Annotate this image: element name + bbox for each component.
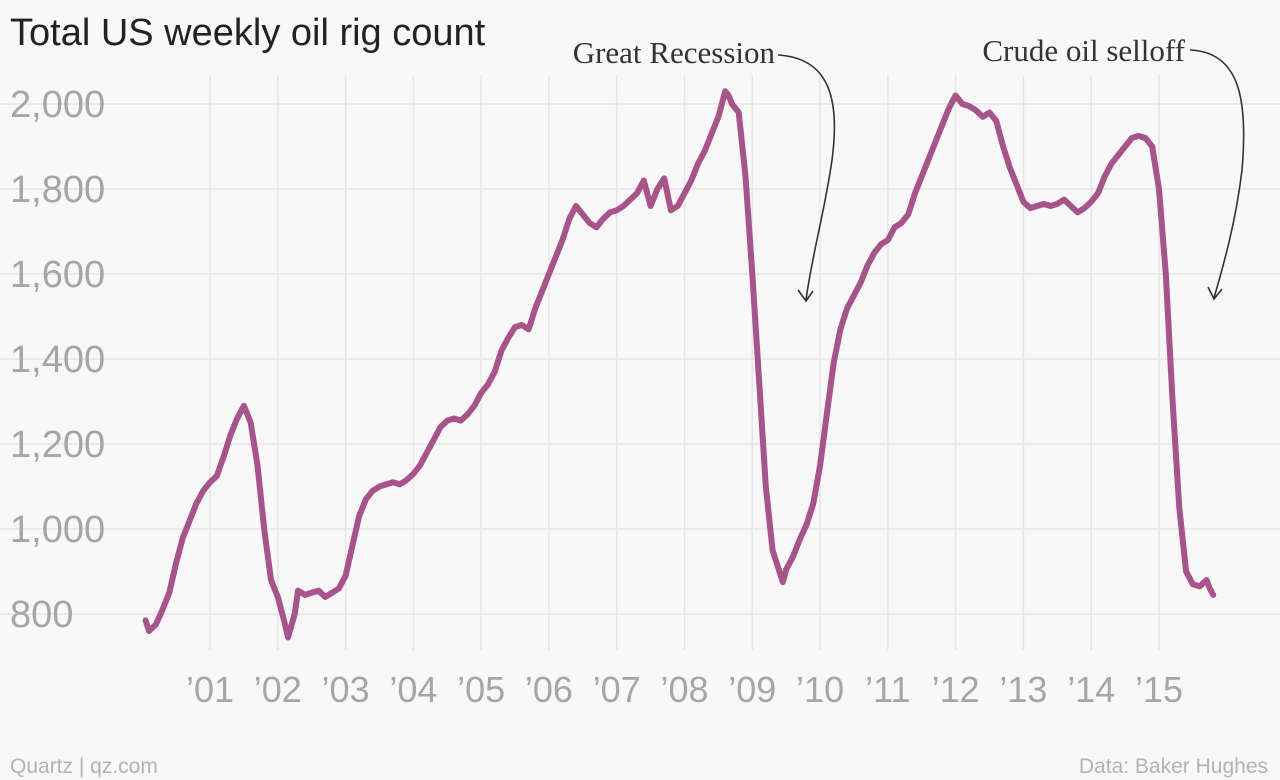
y-tick-label: 1,800 [10, 169, 105, 211]
x-tick-label: ’15 [1135, 669, 1183, 710]
x-tick-label: ’09 [728, 669, 776, 710]
annotation-arrowhead-crude-oil-selloff [1207, 286, 1223, 301]
annotation-arrow-crude-oil-selloff [1189, 49, 1245, 299]
y-tick-label: 1,000 [10, 509, 105, 551]
x-axis: ’01 ’02 ’03 ’04 ’05 ’06 ’07 ’08 ’09 ’10 ’11 ’12 ’13 ’… [186, 669, 1183, 710]
y-tick-label: 1,200 [10, 424, 105, 466]
chart-title: Total US weekly oil rig count [10, 12, 486, 54]
x-tick-label: ’02 [254, 669, 302, 710]
annotation-great-recession: Great Recession [573, 35, 776, 70]
y-axis: 800 1,000 1,200 1,400 1,600 1,800 2,000 [10, 84, 105, 636]
series-line-rig-count [142, 88, 1217, 641]
x-tick-label: ’03 [322, 669, 370, 710]
x-tick-label: ’08 [660, 669, 708, 710]
x-tick-label: ’07 [593, 669, 641, 710]
series-layer [142, 88, 1217, 641]
x-tick-label: ’04 [389, 669, 437, 710]
annotation-arrow-great-recession [777, 54, 836, 301]
annotations: Great Recession Crude oil selloff [573, 33, 1245, 303]
x-tick-label: ’10 [796, 669, 844, 710]
x-tick-label: ’01 [186, 669, 234, 710]
y-tick-label: 800 [10, 594, 73, 636]
annotation-crude-oil-selloff: Crude oil selloff [982, 33, 1185, 68]
x-tick-label: ’11 [865, 669, 910, 710]
footer-source: Quartz | qz.com [10, 755, 158, 778]
x-tick-label: ’14 [1067, 669, 1115, 710]
footer-data-credit: Data: Baker Hughes [1079, 755, 1268, 778]
x-tick-label: ’06 [525, 669, 573, 710]
annotation-arrowhead-great-recession [797, 289, 814, 303]
y-tick-label: 1,400 [10, 339, 105, 381]
x-tick-label: ’13 [999, 669, 1047, 710]
x-tick-label: ’05 [457, 669, 505, 710]
y-tick-label: 1,600 [10, 254, 105, 296]
y-tick-label: 2,000 [10, 84, 105, 126]
x-tick-label: ’12 [932, 669, 980, 710]
grid [0, 75, 1280, 650]
